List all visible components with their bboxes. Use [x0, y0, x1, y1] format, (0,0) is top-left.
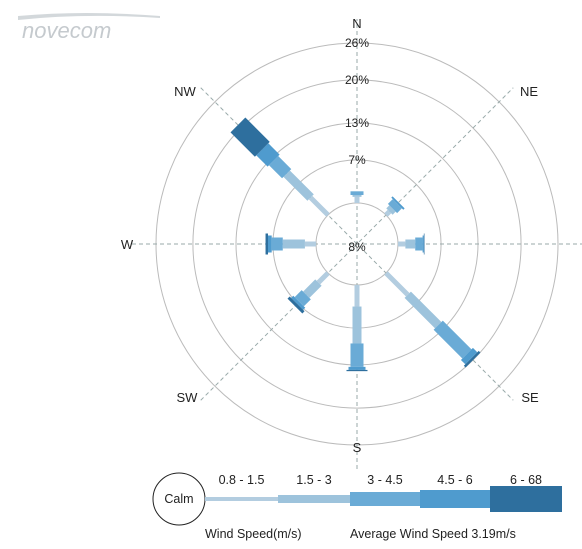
wind-bar-s-bin-2 [350, 343, 364, 367]
wind-direction-n [350, 191, 364, 203]
wind-bar-s-bin-1 [352, 306, 362, 344]
wind-bar-ne-bin-2 [387, 199, 402, 214]
logo-text: novecom [22, 18, 111, 43]
wind-bar-e-bin-2 [415, 237, 423, 251]
legend: Calm 0.8 - 1.5 1.5 - 3 3 - 4.5 4.5 - 6 6 - 6… [152, 472, 562, 541]
wind-bar-nw-bin-1 [283, 170, 314, 201]
wind-direction-w [265, 233, 317, 255]
calm-legend-label: Calm [164, 492, 193, 506]
legend-title: Wind Speed(m/s) [205, 527, 302, 541]
radial-tick-label: 13% [345, 116, 369, 130]
legend-bar-4 [490, 486, 562, 512]
novecom-logo: novecom [18, 13, 160, 43]
legend-bin-label: 0.8 - 1.5 [219, 473, 265, 487]
wind-bar-e-bin-0 [397, 241, 406, 247]
wind-bar-sw-bin-4 [287, 296, 305, 314]
wind-bar-sw-bin-1 [303, 279, 322, 298]
compass-label-ne: NE [520, 84, 538, 99]
wind-bar-e-bin-3 [422, 235, 424, 253]
radial-tick-label: 7% [348, 153, 366, 167]
wind-bar-e-bin-4 [423, 233, 425, 255]
wind-direction-ne [384, 196, 405, 217]
wind-direction-e [397, 233, 425, 255]
wind-bar-ne-bin-3 [391, 196, 405, 210]
wind-bar-n-bin-1 [352, 195, 362, 197]
compass-label-w: W [121, 237, 134, 252]
wind-direction-nw [230, 117, 330, 217]
wind-bar-ne-bin-1 [386, 205, 396, 215]
wind-bar-n-bin-2 [350, 191, 364, 195]
compass-label-n: N [352, 16, 361, 31]
radial-tick-label: 20% [345, 73, 369, 87]
wind-bar-se-bin-4 [463, 350, 481, 368]
wind-bar-w-bin-2 [271, 237, 283, 251]
legend-bin-label: 3 - 4.5 [367, 473, 402, 487]
wind-direction-s [346, 285, 368, 372]
wind-bar-nw-bin-0 [308, 195, 330, 217]
wind-bar-e-bin-1 [405, 239, 416, 249]
legend-bar-0 [205, 497, 278, 501]
legend-speed-bars [205, 486, 562, 512]
wind-bar-s-bin-4 [346, 369, 368, 372]
wind-bar-w-bin-1 [282, 239, 305, 249]
wind-bar-sw-bin-2 [294, 290, 311, 307]
wind-bar-sw-bin-0 [316, 271, 330, 285]
wind-bar-sw-bin-3 [291, 295, 306, 310]
wind-bar-w-bin-0 [304, 241, 317, 247]
compass-label-se: SE [521, 390, 539, 405]
wind-bar-se-bin-3 [460, 347, 478, 365]
wind-bar-se-bin-1 [404, 291, 442, 329]
wind-bars [230, 117, 481, 372]
wind-bar-s-bin-3 [348, 366, 366, 370]
legend-speed-labels: 0.8 - 1.5 1.5 - 3 3 - 4.5 4.5 - 6 6 - 68 [219, 473, 542, 487]
logo-swoosh [18, 13, 160, 20]
legend-bin-label: 4.5 - 6 [437, 473, 472, 487]
wind-bar-se-bin-2 [433, 320, 472, 359]
compass-label-nw: NW [174, 84, 196, 99]
wind-bar-se-bin-0 [384, 271, 410, 297]
calm-percent-label: 8% [348, 240, 366, 254]
average-wind-speed: Average Wind Speed 3.19m/s [350, 527, 516, 541]
wind-direction-se [384, 271, 481, 368]
legend-bar-3 [420, 490, 490, 508]
wind-bar-w-bin-3 [268, 235, 272, 253]
compass-label-sw: SW [177, 390, 199, 405]
legend-bar-1 [278, 495, 350, 503]
grid-circle [192, 79, 522, 409]
legend-bin-label: 1.5 - 3 [296, 473, 331, 487]
wind-bar-ne-bin-0 [384, 209, 392, 217]
wind-bar-nw-bin-2 [269, 156, 292, 179]
wind-bar-n-bin-0 [354, 196, 360, 203]
legend-bar-2 [350, 492, 420, 506]
radial-tick-labels: 7% 13% 20% 26% [345, 36, 369, 167]
wind-bar-nw-bin-3 [256, 143, 280, 167]
legend-bin-label: 6 - 68 [510, 473, 542, 487]
wind-bar-nw-bin-4 [230, 117, 270, 157]
compass-labels: N NE W NW SW SE S [121, 16, 539, 455]
radial-tick-label: 26% [345, 36, 369, 50]
wind-bar-s-bin-0 [354, 285, 360, 307]
wind-rose-chart: 7% 13% 20% 26% N NE W NW SW SE S 8% [121, 16, 582, 469]
compass-label-s: S [353, 440, 362, 455]
wind-bar-w-bin-4 [265, 233, 269, 255]
wind-direction-sw [287, 271, 330, 314]
